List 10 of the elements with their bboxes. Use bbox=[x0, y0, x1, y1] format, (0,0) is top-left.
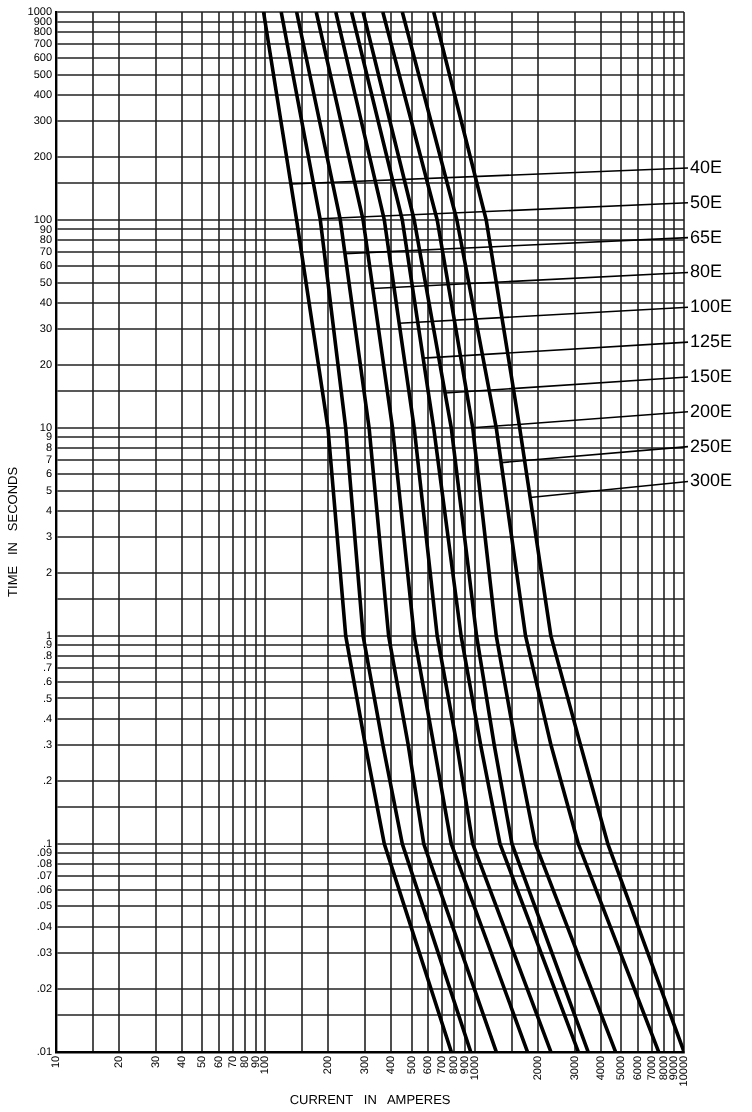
text: 40E bbox=[690, 156, 723, 177]
text: 250E bbox=[690, 435, 733, 456]
text: 65E bbox=[690, 226, 723, 247]
text: 80E bbox=[690, 261, 723, 282]
text: 50E bbox=[690, 191, 723, 212]
text: 125E bbox=[690, 331, 733, 352]
text: 300E bbox=[690, 470, 733, 491]
text: 200E bbox=[690, 400, 733, 421]
text: 150E bbox=[690, 365, 733, 386]
text: 100E bbox=[690, 296, 733, 317]
